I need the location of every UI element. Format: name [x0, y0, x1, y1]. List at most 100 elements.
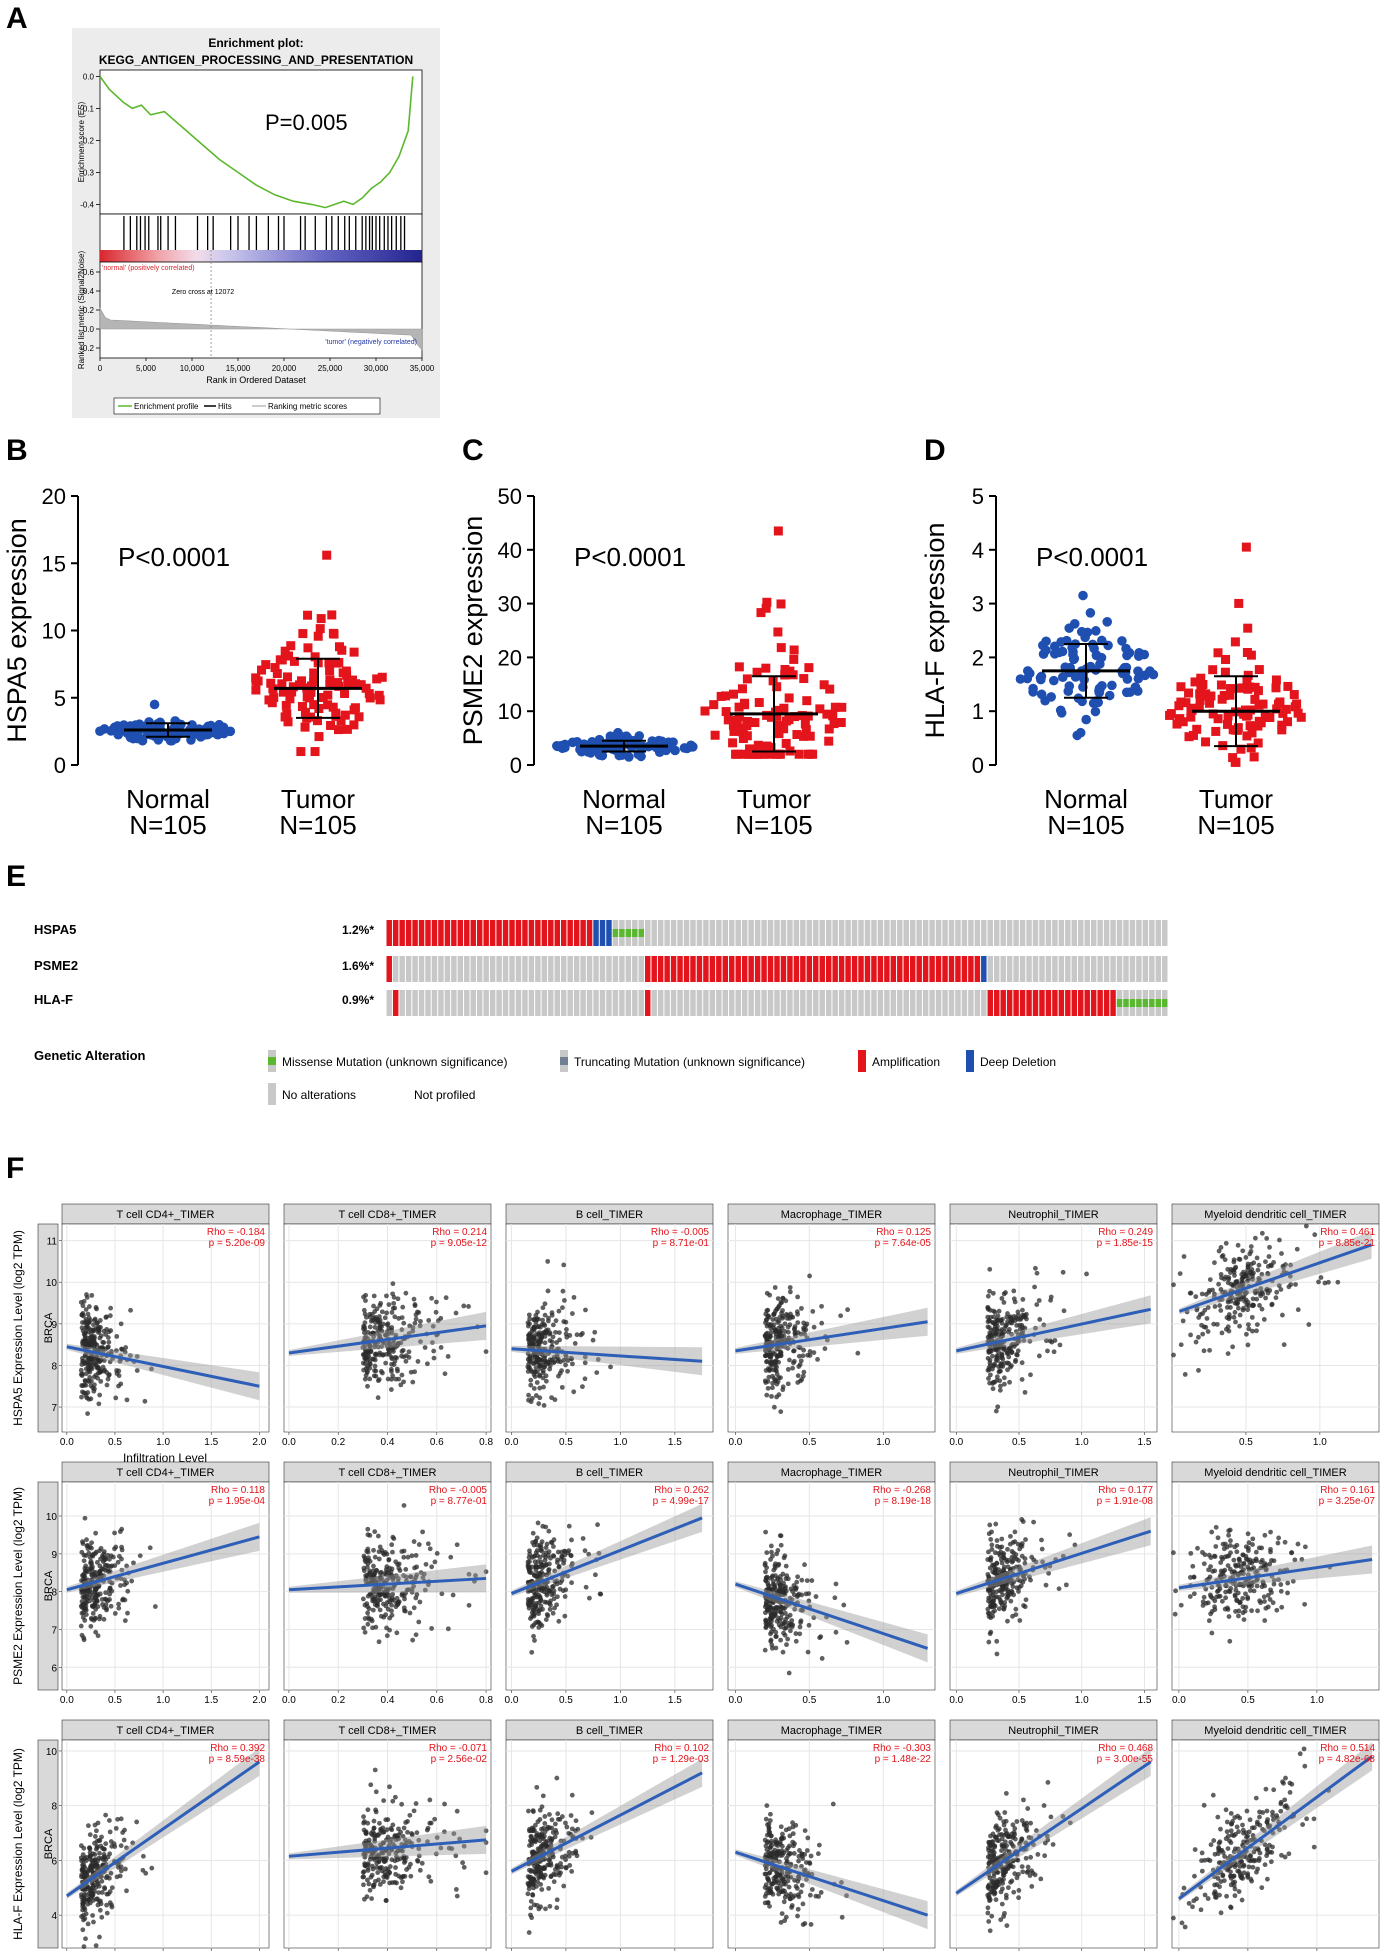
data-point [531, 1327, 537, 1333]
data-point [542, 1340, 548, 1346]
panel-label-a: A [6, 2, 28, 35]
tumor-point [789, 645, 799, 655]
oncoprint-cell [1006, 990, 1013, 1016]
data-point [782, 1626, 788, 1631]
data-point [1205, 1329, 1211, 1334]
data-point [1235, 1300, 1241, 1306]
data-point [785, 1381, 791, 1387]
oncoprint-cell [800, 990, 806, 1016]
legend-swatch-truncating [560, 1057, 568, 1065]
oncoprint-gene-label: HLA-F [34, 992, 73, 1007]
oncoprint-cell [838, 956, 845, 982]
xtick-label: 0.0 [60, 1695, 74, 1706]
data-point [386, 1347, 391, 1353]
tumor-point [805, 731, 815, 741]
oncoprint-cell [884, 956, 890, 982]
data-point [1242, 1608, 1248, 1614]
data-point [388, 1387, 394, 1392]
oncoprint-cell [864, 990, 871, 1016]
data-point [780, 1387, 786, 1393]
data-point [555, 1594, 560, 1600]
data-point [380, 1321, 386, 1327]
data-point [83, 1325, 89, 1330]
oncoprint-cell [470, 920, 476, 946]
oncoprint-cell [897, 920, 903, 946]
data-point [798, 1620, 803, 1625]
tumor-point [803, 711, 813, 721]
oncoprint-cell [502, 956, 509, 982]
oncoprint-legend-label: No alterations [282, 1088, 356, 1102]
oncoprint-cell [761, 920, 767, 946]
data-point [531, 1386, 537, 1391]
data-point [415, 1359, 421, 1364]
data-point [1263, 1259, 1268, 1265]
data-point [82, 1618, 88, 1623]
oncoprint-cell [800, 956, 806, 982]
oncoprint-cell [1090, 920, 1097, 946]
xtick-label: 0.5 [1012, 1437, 1026, 1448]
rho-label: Rho = 0.125 [876, 1227, 931, 1238]
tumor-point [374, 690, 384, 700]
oncoprint-cell [1129, 999, 1136, 1007]
timer-ylabel: HSPA5 Expression Level (log2 TPM) [11, 1230, 25, 1426]
data-point [389, 1376, 395, 1382]
oncoprint-cell [961, 956, 968, 982]
oncoprint-cell [1019, 920, 1026, 946]
data-point [527, 1598, 532, 1604]
rho-label: Rho = 0.177 [1098, 1485, 1153, 1496]
tumor-point [742, 731, 752, 741]
data-point [529, 1355, 535, 1361]
xtick-label: 0.5 [559, 1695, 573, 1706]
data-point [1218, 1560, 1224, 1566]
data-point [542, 1353, 548, 1358]
scatter-points [360, 1281, 489, 1401]
data-point [582, 1360, 588, 1366]
data-point [1061, 1308, 1067, 1314]
data-point [778, 1637, 784, 1643]
tumor-point [313, 631, 323, 641]
data-point [1250, 1328, 1255, 1334]
oncoprint-cell [580, 956, 586, 982]
data-point [994, 1543, 1000, 1549]
data-point [546, 1528, 552, 1534]
tumor-point [1216, 680, 1226, 690]
data-point [1293, 1282, 1298, 1287]
data-point [762, 1647, 768, 1653]
brca-label: BRCA [43, 1312, 55, 1343]
dot-ytick-label: 5 [972, 484, 984, 509]
data-point [411, 1605, 417, 1611]
oncoprint-cell [741, 920, 748, 946]
data-point [367, 1532, 373, 1538]
oncoprint-cell [968, 920, 974, 946]
oncoprint-cell [509, 920, 515, 946]
data-point [429, 1626, 435, 1631]
oncoprint-cell [871, 990, 877, 1016]
oncoprint-cell [502, 990, 509, 1016]
normal-point [1028, 687, 1038, 697]
tumor-point [1165, 710, 1175, 720]
oncoprint-cell [1090, 990, 1097, 1016]
oncoprint-cell [890, 920, 897, 946]
facet-title: T cell CD8+_TIMER [339, 1725, 437, 1737]
oncoprint-cell [1052, 990, 1058, 1016]
data-point [376, 1314, 382, 1319]
tumor-point [284, 651, 294, 661]
data-point [998, 1556, 1004, 1562]
data-point [97, 1838, 103, 1843]
xtick-label: 0.8 [479, 1437, 493, 1448]
oncoprint-cell [425, 990, 431, 1016]
oncoprint-cell [942, 920, 948, 946]
data-point [364, 1601, 370, 1607]
data-point [1251, 1588, 1257, 1594]
tumor-point [314, 732, 324, 742]
oncoprint-cell [709, 956, 716, 982]
tumor-point [322, 550, 332, 560]
data-point [98, 1357, 104, 1363]
data-point [98, 1345, 103, 1351]
timer-ylabel: HLA-F Expression Level (log2 TPM) [11, 1748, 25, 1940]
data-point [430, 1340, 435, 1345]
data-point [112, 1546, 117, 1552]
tumor-point [1283, 681, 1293, 691]
data-point [1335, 1279, 1341, 1285]
data-point [550, 1334, 556, 1340]
